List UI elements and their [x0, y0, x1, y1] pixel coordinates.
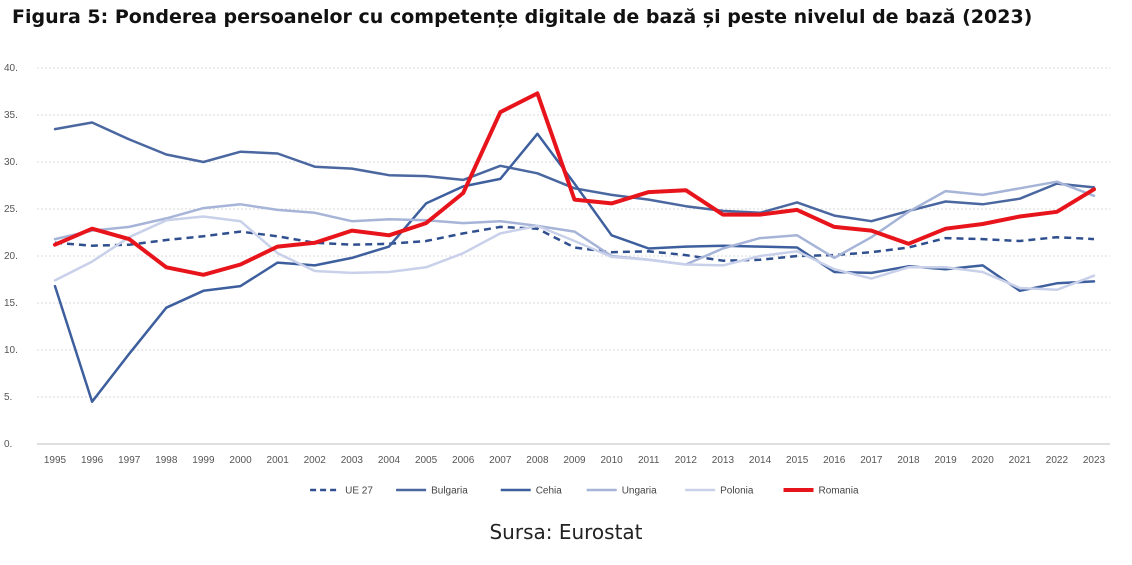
legend-label: Polonia: [720, 486, 754, 497]
y-tick-label: 25.: [4, 204, 18, 215]
y-tick-label: 20.: [4, 251, 18, 262]
series-line-bulgaria: [53, 121, 1096, 223]
x-tick-label: 2018: [897, 455, 920, 466]
x-tick-label: 1995: [44, 455, 67, 466]
x-tick-label: 2012: [675, 455, 698, 466]
x-tick-label: 2001: [267, 455, 290, 466]
y-tick-label: 30.: [4, 157, 18, 168]
x-tick-label: 2015: [786, 455, 809, 466]
x-tick-label: 2007: [489, 455, 512, 466]
y-tick-label: 40.: [4, 63, 18, 74]
gridlines: [37, 67, 1110, 445]
legend-label: Ungaria: [622, 486, 657, 497]
x-tick-label: 2011: [638, 455, 660, 466]
page-title: Figura 5: Ponderea persoanelor cu compet…: [12, 6, 1033, 28]
x-tick-label: 2008: [526, 455, 549, 466]
y-tick-label: 0.: [4, 439, 12, 450]
series-line-ungaria: [53, 180, 1096, 266]
x-tick-label: 2022: [1046, 455, 1069, 466]
series-line-ue-27: [54, 225, 1095, 262]
series-line-romania: [53, 91, 1096, 277]
line-chart: 0.5.10.15.20.25.30.35.40. 1995 1996 1997 19…: [4, 63, 1110, 497]
legend-label: Romania: [819, 486, 859, 497]
y-tick-label: 10.: [4, 345, 18, 356]
x-tick-label: 2010: [600, 455, 623, 466]
x-tick-label: 2014: [749, 455, 772, 466]
x-tick-label: 2004: [378, 455, 401, 466]
x-tick-label: 2017: [860, 455, 883, 466]
x-tick-label: 2021: [1009, 455, 1032, 466]
y-axis: 0. 5. 10. 15. 20. 25. 30. 35. 40.: [4, 63, 18, 450]
source-note: Sursa: Eurostat: [489, 520, 643, 544]
x-tick-label: 2019: [934, 455, 957, 466]
legend-label: Cehia: [536, 486, 563, 497]
x-tick-label: 2013: [712, 455, 735, 466]
y-tick-label: 15.: [4, 298, 18, 309]
x-tick-label: 2023: [1083, 455, 1106, 466]
series-line-polonia: [53, 215, 1096, 292]
x-tick-label: 2000: [229, 455, 252, 466]
legend: UE 27 Bulgaria Cehia Ungaria Polonia Romania: [310, 486, 859, 497]
x-tick-label: 2005: [415, 455, 438, 466]
x-axis: 1995 1996 1997 1998 1999 2000 2001 2002 2003 2004…: [44, 455, 1106, 466]
x-tick-label: 2020: [972, 455, 995, 466]
legend-label: Bulgaria: [431, 486, 468, 497]
y-tick-label: 5.: [4, 392, 12, 403]
x-tick-label: 1999: [192, 455, 215, 466]
x-tick-label: 2009: [563, 455, 586, 466]
x-tick-label: 1998: [155, 455, 178, 466]
x-tick-label: 2016: [823, 455, 846, 466]
x-tick-label: 1996: [81, 455, 104, 466]
series-lines: [53, 91, 1096, 403]
legend-label: UE 27: [345, 486, 373, 497]
x-tick-label: 1997: [118, 455, 141, 466]
x-tick-label: 2006: [452, 455, 475, 466]
x-tick-label: 2003: [341, 455, 364, 466]
y-tick-label: 35.: [4, 110, 18, 121]
x-tick-label: 2002: [304, 455, 327, 466]
